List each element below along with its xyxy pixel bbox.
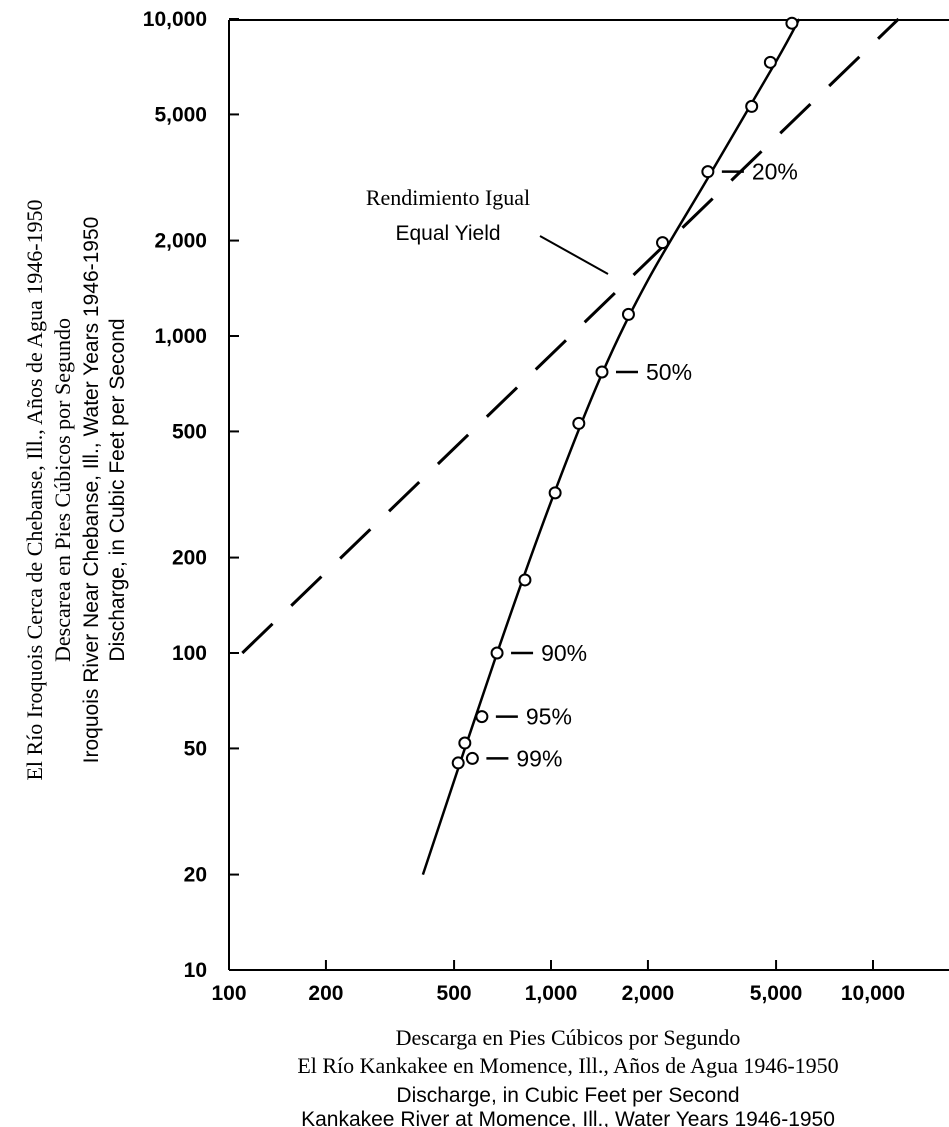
data-point bbox=[656, 236, 670, 250]
data-point bbox=[572, 416, 586, 430]
ylabel-en-line1: Iroquois River Near Chebanse, Ill., Wate… bbox=[80, 217, 103, 764]
percent-label: 99% bbox=[516, 745, 562, 771]
y-tick-label: 20 bbox=[184, 864, 207, 887]
equal-yield-label-en: Equal Yield bbox=[395, 222, 500, 245]
data-point bbox=[745, 99, 759, 113]
xlabel-es-line2: El Río Kankakee en Momence, Ill., Años d… bbox=[297, 1053, 838, 1078]
percent-label: 20% bbox=[752, 159, 798, 185]
data-point bbox=[548, 486, 562, 500]
y-tick-label: 2,000 bbox=[154, 230, 207, 253]
equal-yield-label-es: Rendimiento Igual bbox=[366, 185, 530, 210]
x-tick-label: 5,000 bbox=[750, 982, 803, 1005]
data-point bbox=[458, 736, 472, 750]
xlabel-en-line1: Discharge, in Cubic Feet per Second bbox=[396, 1084, 739, 1107]
data-point bbox=[595, 365, 609, 379]
data-points bbox=[451, 16, 799, 770]
xlabel-en-line2: Kankakee River at Momence, Ill., Water Y… bbox=[301, 1108, 835, 1127]
percent-label: 95% bbox=[526, 704, 572, 730]
data-point bbox=[475, 710, 489, 724]
x-ticks: 100 200 500 1,000 2,000 5,000 10,000 bbox=[211, 960, 905, 1005]
ylabel-en-line2: Discharge, in Cubic Feet per Second bbox=[106, 318, 129, 661]
ylabel-es-line2: Descarea en Pies Cúbicos por Segundo bbox=[50, 318, 75, 662]
equal-yield-pointer bbox=[539, 235, 609, 275]
y-ticks: 10 20 50 100 200 500 1,000 2,000 5,000 10,000 bbox=[143, 8, 239, 982]
percent-labels: 20% 50% 90% 95% 99% bbox=[486, 159, 798, 771]
y-tick-label: 200 bbox=[172, 547, 207, 570]
y-tick-label: 100 bbox=[172, 642, 207, 665]
y-tick-label: 500 bbox=[172, 420, 207, 443]
x-tick-label: 200 bbox=[308, 982, 343, 1005]
data-point bbox=[763, 55, 777, 69]
data-point bbox=[518, 573, 532, 587]
data-point bbox=[621, 307, 635, 321]
y-tick-label: 1,000 bbox=[154, 325, 207, 348]
percent-label: 50% bbox=[646, 359, 692, 385]
x-tick-label: 10,000 bbox=[841, 982, 905, 1005]
ylabel-es-line1: El Río Iroquois Cerca de Chebanse, Ill.,… bbox=[22, 199, 47, 780]
data-point bbox=[490, 646, 504, 660]
y-tick-label: 10,000 bbox=[143, 8, 207, 31]
x-axis-title: Descarga en Pies Cúbicos por Segundo El … bbox=[297, 1025, 838, 1127]
y-tick-label: 50 bbox=[184, 737, 207, 760]
data-point bbox=[785, 16, 799, 30]
x-tick-label: 100 bbox=[211, 982, 246, 1005]
y-tick-label: 5,000 bbox=[154, 103, 207, 126]
equal-yield-dashed-line bbox=[241, 17, 900, 655]
equal-yield-annotation: Rendimiento Igual Equal Yield bbox=[366, 185, 609, 275]
equal-yield-line bbox=[241, 17, 900, 655]
x-tick-label: 1,000 bbox=[525, 982, 578, 1005]
axes bbox=[228, 19, 949, 971]
x-tick-label: 500 bbox=[437, 982, 472, 1005]
data-point bbox=[451, 756, 465, 770]
percent-label: 90% bbox=[541, 640, 587, 666]
fitted-curve bbox=[421, 18, 801, 875]
data-point bbox=[465, 751, 479, 765]
xlabel-es-line1: Descarga en Pies Cúbicos por Segundo bbox=[396, 1025, 741, 1050]
data-point bbox=[701, 165, 715, 179]
y-tick-label: 10 bbox=[184, 959, 207, 982]
fitted-curve-path bbox=[421, 18, 801, 875]
x-tick-label: 2,000 bbox=[622, 982, 675, 1005]
y-axis-title: El Río Iroquois Cerca de Chebanse, Ill.,… bbox=[22, 199, 129, 780]
